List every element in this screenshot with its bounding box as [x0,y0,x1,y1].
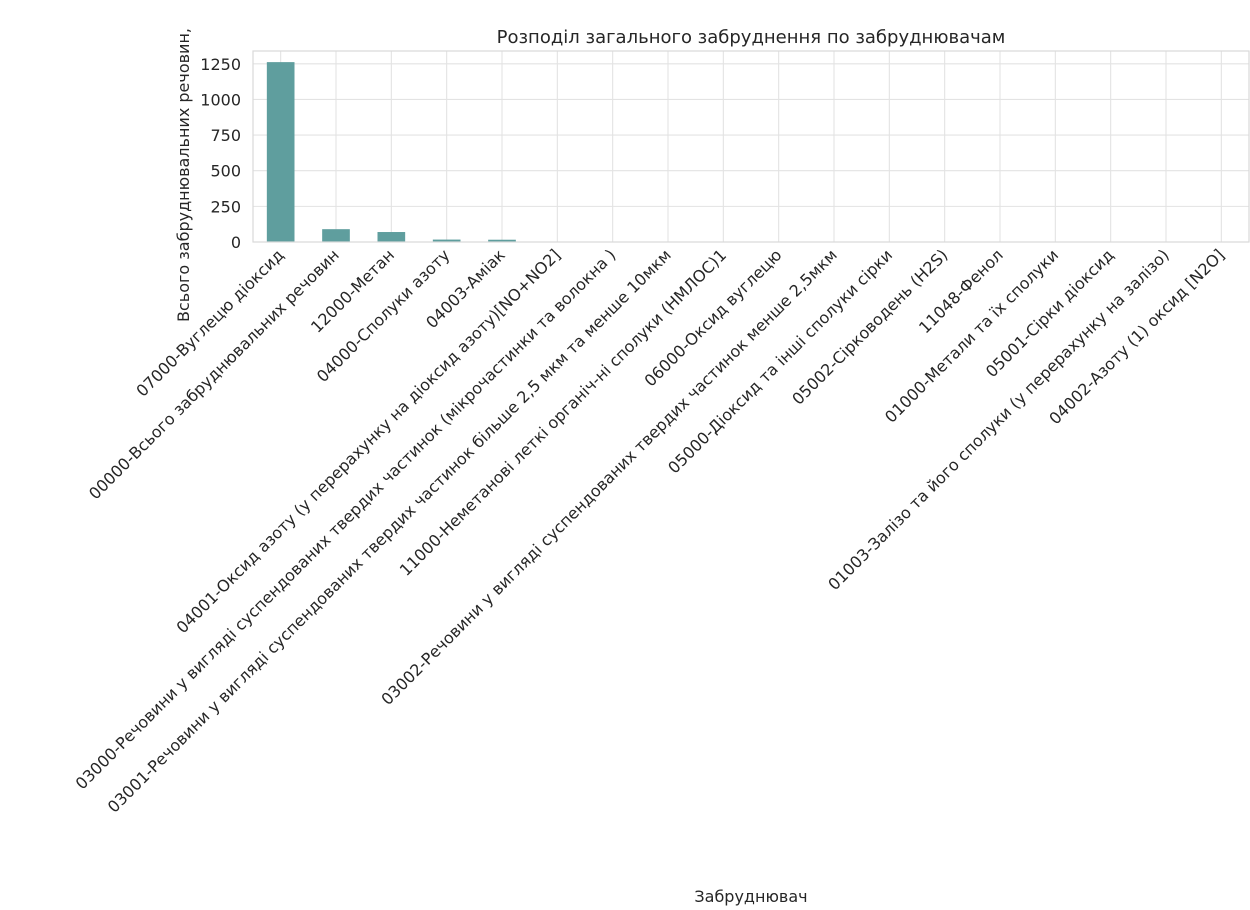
y-tick-label: 250 [210,197,241,216]
bar [322,229,350,242]
y-axis-label: Всього забруднювальних речовин, [174,28,193,322]
grid-layer [253,51,1249,242]
bar [378,232,406,242]
x-tick-label: 03000-Речовини у вигляді суспендованих т… [72,245,620,793]
y-tick-label: 1250 [200,55,241,74]
bar [267,62,295,242]
y-tick-label: 0 [231,233,241,252]
bar-layer [267,62,1235,242]
y-tick-labels: 0 250 500 750 1000 1250 [200,55,241,252]
chart-title: Розподіл загального забруднення по забру… [497,27,1006,48]
y-tick-label: 1000 [200,90,241,109]
x-axis-label: Забруднювач [694,887,807,906]
y-tick-label: 750 [210,126,241,145]
x-tick-label: 00000-Всього забруднювальних речовин [85,245,343,503]
plot-frame [253,51,1249,242]
y-tick-label: 500 [210,162,241,181]
